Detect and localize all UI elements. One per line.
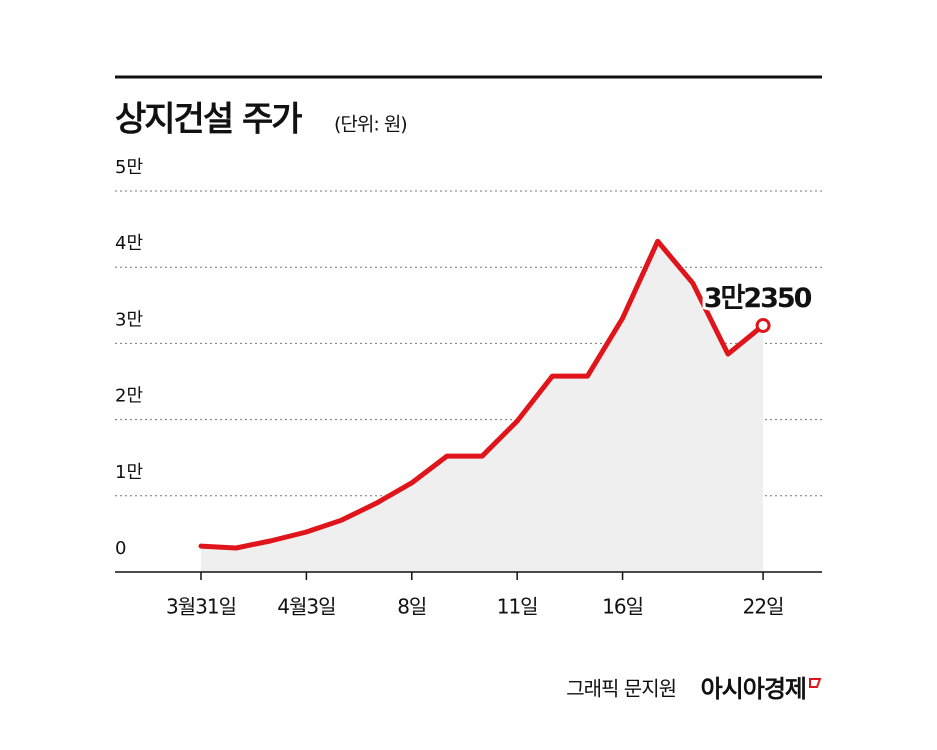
y-tick-label: 2만 — [115, 386, 143, 407]
y-tick-label: 0 — [115, 538, 126, 559]
y-tick-label: 1만 — [115, 462, 143, 483]
x-tick-label: 4월3일 — [277, 595, 335, 619]
logo: 아시아경제 — [701, 675, 806, 703]
chart-title: 상지건설 주가 — [115, 100, 302, 140]
x-tick-label: 3월31일 — [166, 595, 236, 619]
value-label: 3만2350 — [704, 283, 812, 314]
x-tick-label: 16일 — [602, 595, 643, 619]
x-tick-label: 22일 — [743, 595, 784, 619]
y-tick-label: 4만 — [115, 233, 143, 254]
credit: 그래픽 문지원 — [566, 677, 676, 701]
area — [201, 241, 764, 573]
plot: 0 1만 2만 3만 4만 5만 3월31일 4월3일 8일 11일 16일 22일 3만2350 — [115, 157, 822, 619]
line — [198, 238, 766, 551]
y-tick-label: 5만 — [115, 157, 143, 178]
x-tick-label: 8일 — [397, 595, 426, 619]
end-point — [755, 317, 771, 333]
x-tick-label: 11일 — [497, 595, 538, 619]
chart-subtitle: (단위: 원) — [334, 114, 407, 136]
y-tick-label: 3만 — [115, 309, 143, 330]
logo-mark — [809, 678, 822, 688]
